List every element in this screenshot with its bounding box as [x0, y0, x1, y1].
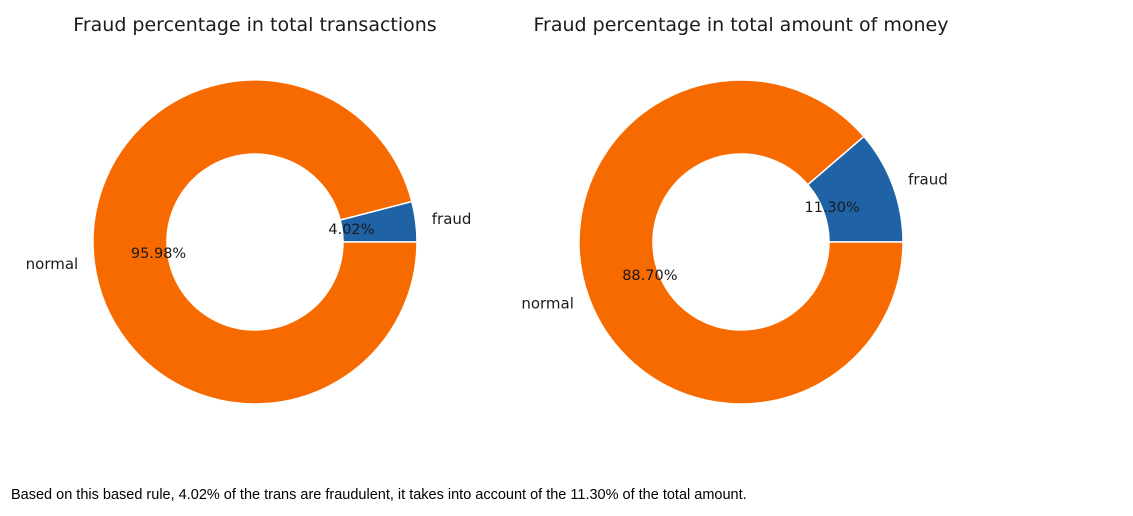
chart-title: Fraud percentage in total amount of mone…	[533, 14, 948, 36]
charts-canvas: Fraud percentage in total transactions f…	[26, 14, 949, 405]
slice-percent-fraud: 4.02%	[328, 222, 374, 238]
slice-label-normal: normal	[521, 294, 574, 312]
donut-chart-money: Fraud percentage in total amount of mone…	[521, 14, 949, 405]
pie-slice-normal	[92, 79, 418, 405]
chart-title: Fraud percentage in total transactions	[73, 14, 436, 36]
slice-label-normal: normal	[26, 255, 79, 273]
slice-percent-normal: 95.98%	[131, 246, 186, 262]
pie-slice-normal	[578, 79, 904, 405]
donut-chart-transactions: Fraud percentage in total transactions f…	[26, 14, 472, 405]
slice-label-fraud: fraud	[432, 210, 472, 228]
summary-caption: Based on this based rule, 4.02% of the t…	[11, 487, 747, 503]
slice-percent-normal: 88.70%	[622, 268, 677, 284]
slice-label-fraud: fraud	[908, 171, 948, 189]
slice-percent-fraud: 11.30%	[804, 200, 859, 216]
